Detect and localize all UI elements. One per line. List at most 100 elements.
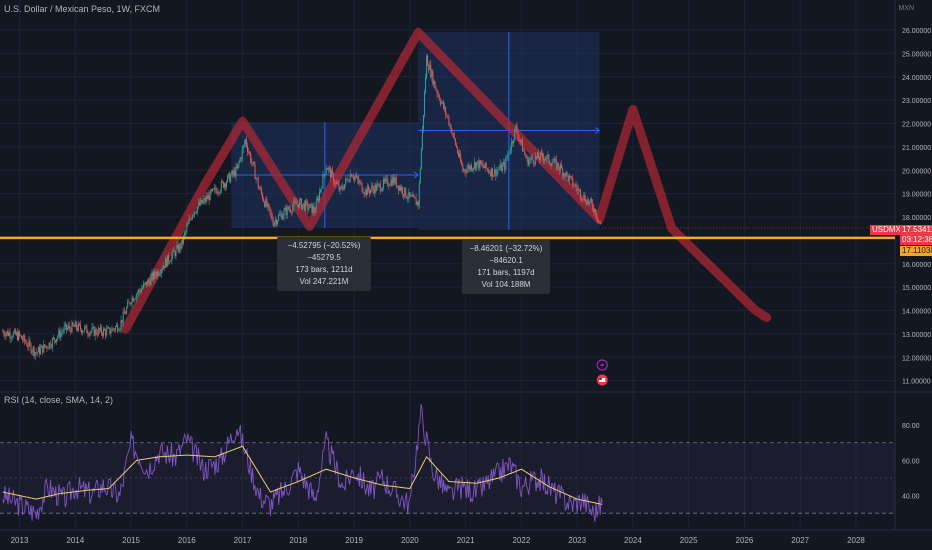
price-candle [5, 332, 7, 341]
price-candle-body [137, 289, 139, 294]
support-level-badge[interactable]: 17.11030 [900, 246, 932, 256]
price-candle [12, 331, 14, 339]
price-candle-body [283, 210, 285, 217]
price-candle-body [229, 173, 231, 182]
price-candle [471, 168, 473, 172]
lightning-icon[interactable] [596, 359, 608, 371]
price-candle-body [259, 188, 261, 190]
price-candle-body [306, 201, 308, 203]
price-tick-label-7: 19.00000 [902, 192, 931, 199]
flag-icon[interactable] [596, 374, 608, 386]
price-candle [269, 206, 271, 217]
price-candle-body [537, 152, 539, 159]
rsi-title[interactable]: RSI (14, close, SMA, 14, 2) [4, 395, 114, 405]
price-candle-body [466, 168, 468, 173]
price-candle-body [550, 164, 552, 166]
price-candle-body [250, 153, 252, 163]
time-tick-label-0: 2013 [11, 536, 29, 545]
projection-layer[interactable] [120, 27, 772, 334]
price-candle-body [190, 219, 192, 220]
price-candle [156, 269, 158, 280]
price-candle [114, 325, 116, 333]
price-tick-label-4: 22.00000 [902, 122, 931, 129]
price-candle-body [181, 240, 183, 244]
price-candle [564, 173, 566, 179]
price-candle [277, 220, 279, 227]
measure-boxes-layer[interactable] [231, 32, 601, 230]
price-candle [153, 267, 155, 284]
price-candle-body [571, 176, 573, 178]
price-candle-body [461, 161, 463, 166]
price-candle [216, 187, 218, 195]
price-candle [56, 338, 58, 346]
price-candle [439, 97, 441, 107]
price-candle [364, 187, 366, 197]
price-candle-body [266, 199, 268, 207]
symbol-badge[interactable]: USDMXN [870, 225, 909, 235]
price-candle [406, 196, 408, 200]
price-candle-body [592, 203, 594, 209]
price-candle [294, 197, 296, 203]
price-candle [127, 299, 129, 309]
price-candle [463, 168, 465, 174]
price-candle [157, 268, 159, 277]
price-tick-label-2: 24.00000 [902, 75, 931, 82]
support-line-layer[interactable] [0, 227, 895, 240]
price-candle [569, 175, 571, 179]
price-candle-body [4, 334, 6, 337]
event-icons-layer[interactable] [596, 359, 608, 386]
price-candle-body [275, 219, 277, 225]
price-candle [96, 329, 98, 339]
price-candle-body [554, 159, 556, 160]
price-candle [478, 157, 480, 172]
price-candle [404, 186, 406, 199]
price-candle-body [239, 158, 241, 162]
price-candle [176, 240, 178, 250]
last-price-badge[interactable]: 17.53411 [900, 225, 932, 235]
price-candle-body [490, 168, 492, 177]
price-candle-body [328, 167, 330, 169]
time-tick-label-1: 2014 [66, 536, 84, 545]
price-candle [460, 150, 462, 164]
price-candle-body [396, 185, 398, 187]
price-candle [473, 167, 475, 174]
price-candle-body [399, 186, 401, 191]
price-candle [180, 240, 182, 251]
price-candle-body [127, 301, 129, 308]
price-candle [81, 328, 83, 336]
price-candle-body [513, 140, 515, 144]
price-candle [485, 162, 487, 170]
price-candle [533, 161, 535, 167]
price-candle-body [417, 201, 419, 206]
price-candle [208, 191, 210, 205]
price-candle [386, 174, 388, 184]
price-candle-body [282, 216, 284, 220]
price-candle-body [210, 189, 212, 192]
price-candle [337, 180, 339, 186]
price-candle-body [191, 215, 193, 220]
price-candle [196, 209, 198, 215]
price-candle-body [464, 169, 466, 172]
price-candle-body [279, 214, 281, 216]
price-candle [148, 278, 150, 284]
price-candle [575, 180, 577, 192]
price-candle [428, 63, 430, 74]
price-candle [7, 327, 9, 337]
price-candle-body [582, 199, 584, 200]
price-candle-body [432, 71, 434, 85]
price-candle-body [316, 198, 318, 202]
price-candle-body [568, 176, 570, 182]
price-candle-body [583, 194, 585, 200]
price-candle-body [371, 186, 373, 190]
price-candle [341, 182, 343, 192]
price-candle-body [452, 133, 454, 134]
price-candle-body [6, 331, 8, 334]
price-candle-body [257, 178, 259, 188]
price-candle-body [398, 186, 400, 191]
price-candle [222, 181, 224, 189]
price-candle-body [157, 271, 159, 276]
price-candle [248, 147, 250, 155]
price-candle-body [248, 151, 250, 153]
price-candle-body [333, 173, 335, 184]
